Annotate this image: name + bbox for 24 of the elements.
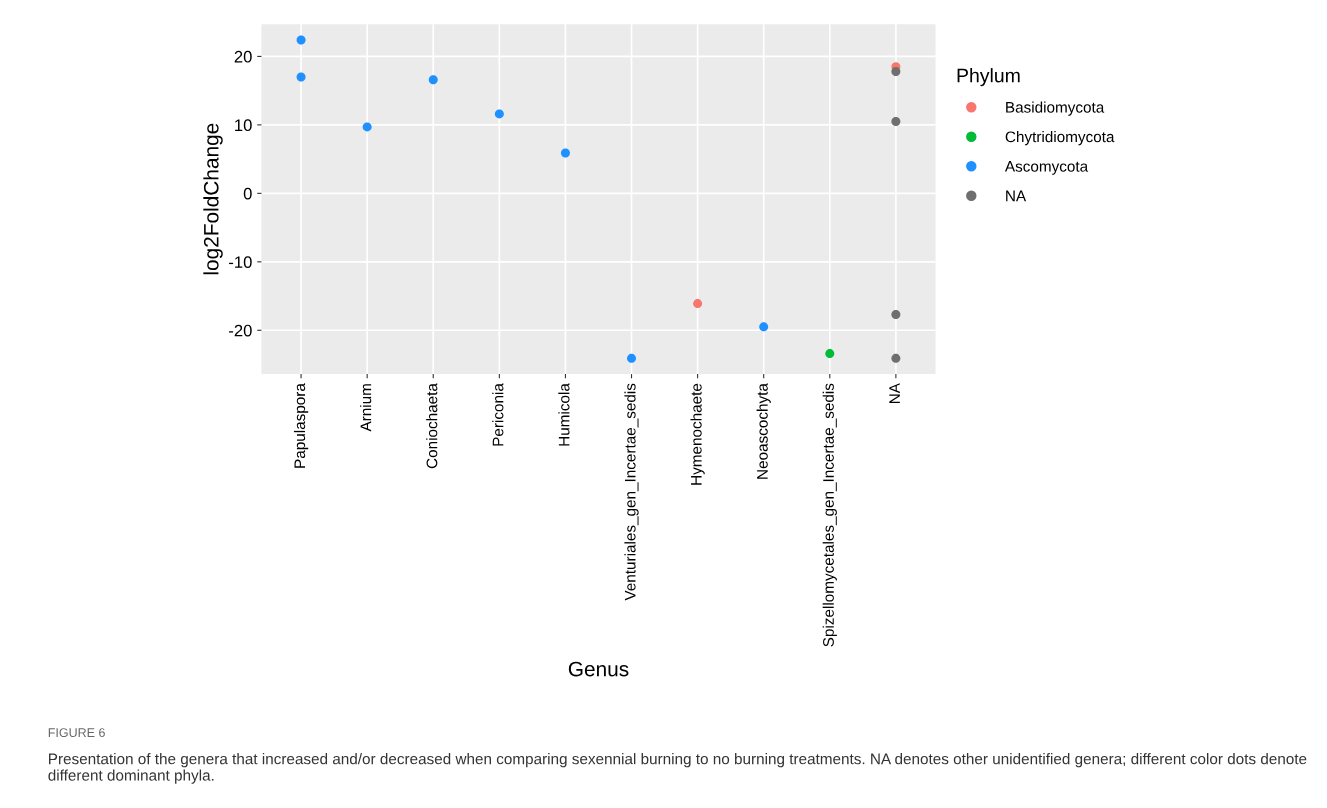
- x-tick-label: Hymenochaete: [690, 383, 705, 485]
- y-tick-label: 0: [243, 187, 252, 200]
- x-tick-label: Papulaspora: [293, 383, 309, 468]
- legend-label: NA: [1006, 190, 1027, 202]
- y-axis-title: log2FoldChange: [203, 123, 223, 275]
- caption: FIGURE 6: [48, 728, 105, 738]
- x-tick-label: Periconia: [492, 383, 504, 446]
- legend-title: Phylum: [957, 68, 1020, 87]
- legend-label: Basidiomycota: [1006, 101, 1105, 116]
- y-tick-label: -10: [229, 256, 252, 269]
- x-tick-label: Coniochaeta: [426, 383, 438, 469]
- x-tick-label: Arnium: [360, 384, 372, 432]
- legend-label: Chytridiomycota: [1005, 131, 1115, 146]
- x-tick-label: Venturiales_gen_Incertae_sedis: [624, 383, 639, 601]
- x-tick-label: Spizellomycetales_gen_Incertae_sedis: [822, 383, 837, 647]
- y-tick-label: 20: [234, 50, 252, 63]
- text: Presentation of the genera that increased and/or decreased when comparing sexennial burning to no burning treatments. NA denotes other unidentified genera; different color dots denote different dominant phyla.: [48, 753, 1307, 784]
- x-axis-title: Genus: [568, 661, 629, 677]
- legend-label: Ascomycota: [1004, 161, 1089, 175]
- x-tick-label: NA: [889, 383, 900, 404]
- y-tick-label: -20: [229, 324, 252, 337]
- y-tick-label: 10: [235, 119, 252, 132]
- x-tick-label: Neoascochyta: [756, 383, 771, 479]
- x-tick-label: Humicola: [558, 383, 570, 446]
